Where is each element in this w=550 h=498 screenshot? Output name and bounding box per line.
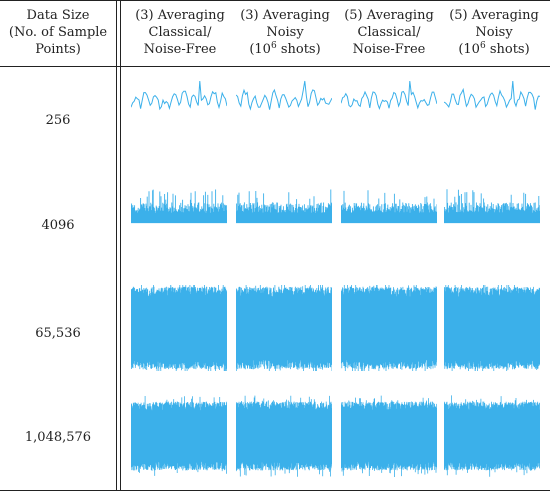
header-line-2: Classical/ <box>148 25 212 40</box>
waveform-trace <box>444 189 540 223</box>
header-data-size-line-2: (No. of Sample <box>8 25 108 40</box>
row-label-4096: 4096 <box>41 218 75 233</box>
waveform-65536-5avg-classical <box>341 285 437 371</box>
waveform-256-5avg-classical <box>341 80 437 111</box>
header-col-3-avg-noisy: (3) Averaging Noisy (106 shots) <box>233 7 337 58</box>
header-line-1: (3) Averaging <box>240 8 330 23</box>
waveform-1048576-5avg-noisy <box>444 395 540 477</box>
waveform-trace <box>444 80 540 110</box>
waveform-256-3avg-noisy <box>236 80 332 111</box>
waveform-4096-3avg-classical <box>131 189 227 224</box>
waveform-trace <box>341 395 437 477</box>
column-divider-left <box>116 0 117 490</box>
header-line-2: Classical/ <box>357 25 421 40</box>
shots-suffix: shots) <box>276 42 321 57</box>
header-bottom-rule <box>0 66 550 67</box>
waveform-256-3avg-classical <box>131 80 227 111</box>
table-bottom-rule <box>0 490 550 491</box>
shots-suffix: shots) <box>485 42 530 57</box>
waveform-1048576-3avg-noisy <box>236 395 332 477</box>
waveform-trace <box>341 285 437 371</box>
waveform-4096-5avg-noisy <box>444 189 540 224</box>
header-line-3: (106 shots) <box>442 41 546 58</box>
header-line-3: Noise-Free <box>352 42 426 57</box>
header-line-1: (5) Averaging <box>449 8 539 23</box>
waveform-trace <box>236 80 332 111</box>
waveform-4096-5avg-classical <box>341 190 437 224</box>
waveform-trace <box>236 395 332 477</box>
waveform-trace <box>131 285 227 371</box>
waveform-65536-3avg-noisy <box>236 285 332 371</box>
waveform-65536-5avg-noisy <box>444 285 540 371</box>
row-label-65536: 65,536 <box>35 326 81 341</box>
row-label-1048576: 1,048,576 <box>24 430 92 445</box>
shots-exponent: 6 <box>479 41 486 51</box>
waveform-trace <box>444 395 540 477</box>
header-col-5-avg-noisy: (5) Averaging Noisy (106 shots) <box>442 7 546 58</box>
header-data-size: Data Size (No. of Sample Points) <box>0 7 116 58</box>
waveform-trace <box>131 80 227 111</box>
header-data-size-line-1: Data Size <box>26 8 90 23</box>
table-top-rule <box>0 0 550 1</box>
header-col-5-avg-classical: (5) Averaging Classical/ Noise-Free <box>337 7 441 58</box>
waveform-trace <box>341 190 437 223</box>
header-data-size-line-3: Points) <box>35 42 81 57</box>
waveform-trace <box>236 189 332 223</box>
shots-prefix: (10 <box>458 42 480 57</box>
shots-prefix: (10 <box>249 42 271 57</box>
header-line-1: (3) Averaging <box>135 8 225 23</box>
waveform-4096-3avg-noisy <box>236 189 332 224</box>
header-line-2: Noisy <box>266 25 304 40</box>
waveform-trace <box>236 285 332 371</box>
header-col-3-avg-classical: (3) Averaging Classical/ Noise-Free <box>128 7 232 58</box>
waveform-trace <box>131 396 227 476</box>
waveform-trace <box>444 285 540 371</box>
header-line-3: (106 shots) <box>233 41 337 58</box>
waveform-256-5avg-noisy <box>444 80 540 110</box>
header-line-1: (5) Averaging <box>344 8 434 23</box>
waveform-trace <box>341 80 437 111</box>
shots-exponent: 6 <box>270 41 277 51</box>
column-divider-right <box>120 0 121 490</box>
waveform-1048576-5avg-classical <box>341 395 437 477</box>
waveform-trace <box>131 189 227 223</box>
header-line-2: Noisy <box>475 25 513 40</box>
header-line-3: Noise-Free <box>143 42 217 57</box>
waveform-1048576-3avg-classical <box>131 396 227 476</box>
waveform-65536-3avg-classical <box>131 285 227 371</box>
row-label-256: 256 <box>45 113 71 128</box>
